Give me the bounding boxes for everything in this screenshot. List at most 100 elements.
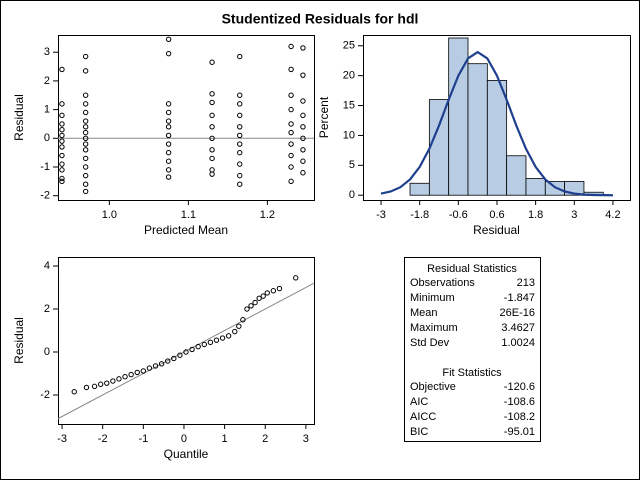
reference-line — [58, 282, 314, 420]
point — [288, 178, 294, 185]
point — [165, 358, 171, 364]
plot-frame — [58, 35, 315, 201]
point — [209, 124, 215, 130]
point — [209, 112, 215, 119]
point — [209, 155, 215, 162]
y-tick-label: -1 — [40, 161, 50, 173]
bar — [467, 63, 488, 196]
point — [146, 365, 153, 371]
point — [165, 132, 172, 139]
point — [264, 290, 270, 296]
point — [237, 101, 243, 107]
point — [59, 152, 65, 159]
point — [59, 126, 65, 133]
point — [152, 363, 159, 369]
point — [219, 335, 226, 341]
x-tick-label: -1 — [138, 433, 148, 445]
point — [165, 118, 172, 124]
stats-table-border — [404, 257, 541, 442]
point — [300, 135, 306, 142]
point — [128, 371, 134, 378]
y-tick-label: 25 — [343, 40, 355, 52]
point — [237, 172, 243, 179]
point — [237, 124, 243, 130]
point — [59, 101, 65, 107]
row-value: -95.01 — [504, 426, 535, 438]
bar — [486, 80, 508, 196]
point — [236, 323, 242, 329]
y-axis-label: Percent — [317, 96, 331, 138]
point — [165, 174, 172, 180]
point — [116, 376, 122, 382]
row-label: AICC — [410, 411, 436, 423]
row-label: Objective — [410, 381, 456, 393]
x-tick-label: -3 — [57, 433, 67, 445]
point — [248, 303, 254, 309]
y-tick-label: 2 — [44, 303, 50, 315]
point — [209, 135, 215, 142]
point — [209, 147, 215, 153]
x-tick-label: 2 — [262, 433, 268, 445]
point — [165, 101, 172, 107]
point — [300, 98, 306, 104]
point — [237, 112, 243, 119]
point — [300, 112, 306, 119]
plot-frame — [58, 257, 315, 425]
point — [82, 129, 89, 136]
row-value: -1.847 — [504, 292, 535, 304]
point — [82, 164, 89, 170]
y-tick-label: 1 — [44, 104, 50, 116]
point — [82, 135, 89, 142]
point — [300, 72, 306, 78]
point — [82, 188, 89, 195]
point — [237, 53, 243, 60]
point — [237, 141, 243, 147]
point — [183, 349, 189, 355]
point — [300, 124, 306, 130]
point — [300, 147, 306, 153]
point — [177, 352, 183, 358]
y-tick-label: -2 — [40, 190, 50, 202]
x-axis-label: Predicted Mean — [144, 223, 228, 237]
x-tick-label: 0.6 — [489, 209, 504, 221]
point — [237, 149, 243, 156]
y-tick-label: 0 — [349, 189, 355, 201]
x-tick-label: -1.8 — [410, 209, 429, 221]
point — [59, 161, 65, 167]
point — [244, 306, 250, 312]
row-label: Observations — [410, 277, 475, 289]
point — [276, 285, 283, 292]
point — [59, 175, 65, 182]
point — [213, 337, 220, 343]
point — [288, 164, 294, 170]
y-tick-label: 3 — [44, 46, 50, 58]
row-value: -120.6 — [504, 381, 535, 393]
y-axis-label: Residual — [12, 94, 26, 141]
point — [59, 132, 65, 139]
point — [82, 141, 89, 147]
point — [122, 374, 128, 380]
point — [237, 92, 243, 98]
point — [201, 341, 207, 348]
point — [165, 109, 172, 116]
point — [91, 383, 98, 390]
point — [59, 112, 65, 119]
x-tick-label: 0 — [181, 433, 187, 445]
x-axis-label: Residual — [473, 223, 520, 237]
x-tick-label: -3 — [376, 209, 386, 221]
point — [209, 99, 215, 106]
point — [288, 92, 294, 98]
row-label: Minimum — [410, 292, 455, 304]
row-value: -108.6 — [504, 396, 535, 408]
point — [82, 172, 89, 179]
point — [59, 138, 65, 144]
point — [209, 59, 215, 65]
point — [82, 53, 89, 60]
point — [232, 328, 238, 335]
point — [288, 106, 294, 113]
x-tick-label: 1.1 — [181, 209, 196, 221]
point — [288, 121, 294, 127]
y-tick-label: 0 — [44, 346, 50, 358]
point — [237, 132, 243, 139]
point — [189, 346, 195, 353]
